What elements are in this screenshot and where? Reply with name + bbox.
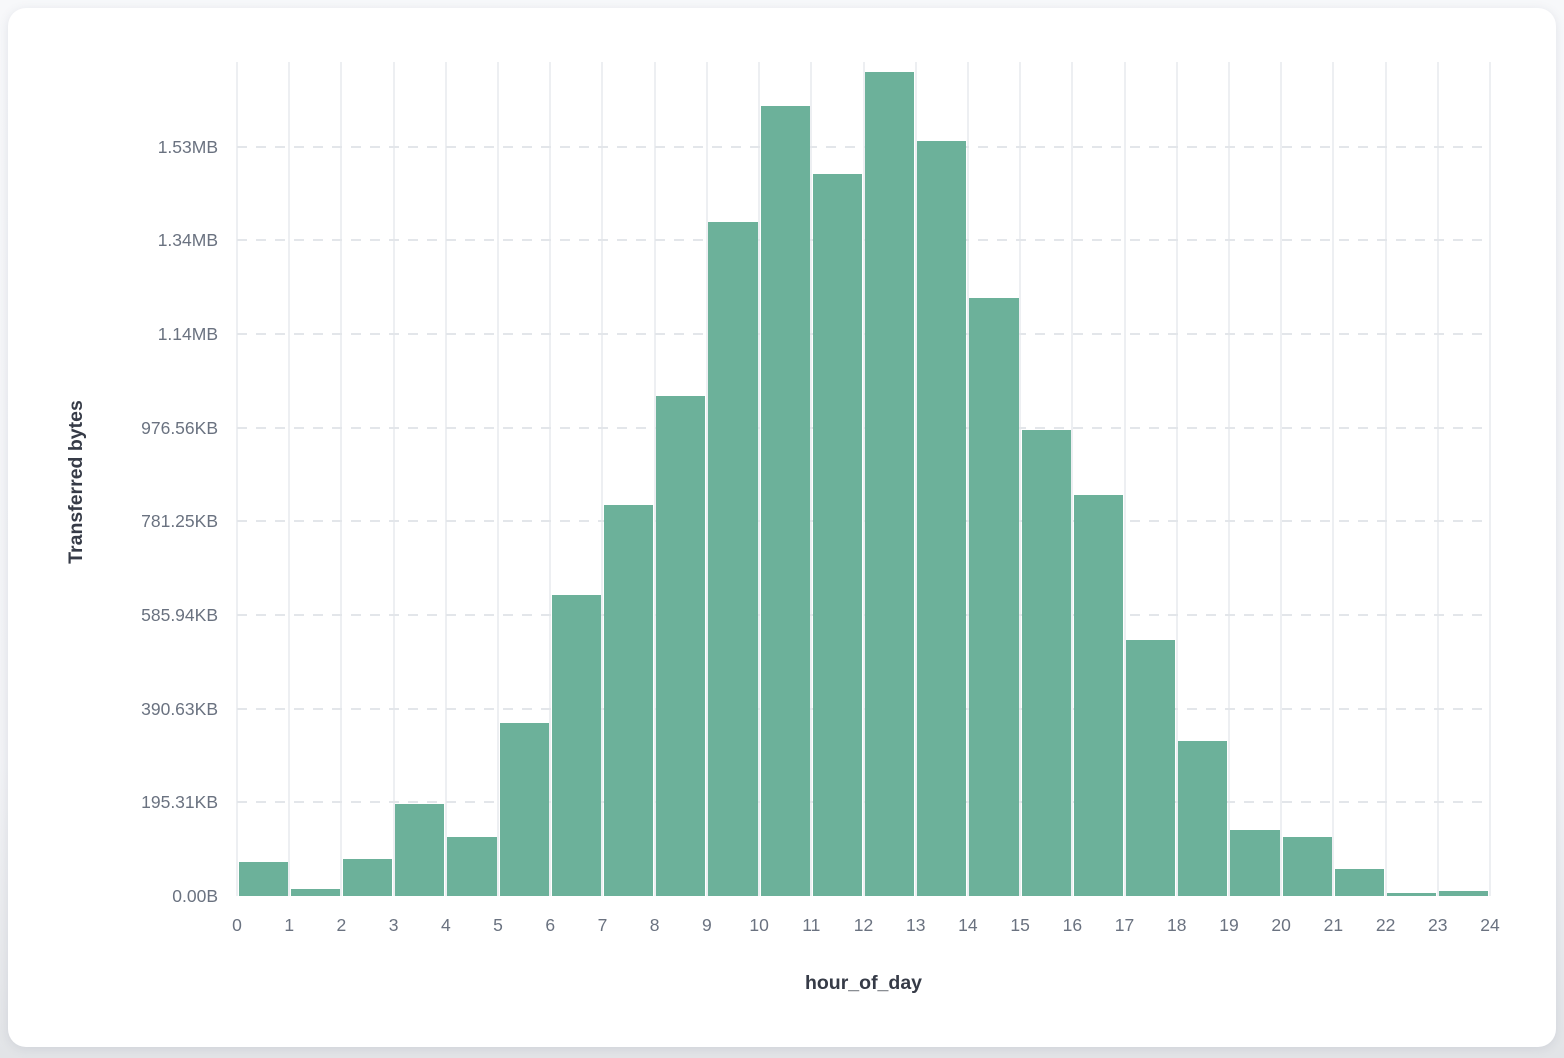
- v-gridline: [705, 62, 708, 896]
- y-tick-label: 0.00B: [172, 886, 218, 906]
- x-axis-title: hour_of_day: [804, 972, 923, 994]
- v-gridline: [497, 62, 500, 896]
- v-gridline: [1123, 62, 1126, 896]
- bar-hour-12: [865, 71, 915, 896]
- x-tick-label: 12: [853, 915, 874, 935]
- v-gridline: [1489, 62, 1491, 896]
- h-gridline: [237, 520, 1490, 523]
- bar-hour-11: [812, 174, 862, 896]
- v-gridline: [914, 62, 917, 896]
- y-axis-title: Transferred bytes: [65, 400, 87, 564]
- v-gridline: [549, 62, 552, 896]
- h-gridline: [237, 145, 1490, 148]
- x-tick-label: 22: [1375, 915, 1396, 935]
- y-tick-label: 976.56KB: [141, 417, 218, 438]
- v-gridline: [288, 62, 291, 896]
- h-gridline: [237, 333, 1490, 336]
- v-gridline: [966, 62, 969, 896]
- y-tick-label: 195.31KB: [141, 792, 218, 813]
- h-gridline: [237, 707, 1490, 710]
- bar-hour-4: [447, 837, 497, 896]
- bar-hour-19: [1230, 829, 1280, 896]
- x-tick-label: 3: [388, 915, 399, 935]
- h-gridline: [237, 614, 1490, 617]
- x-tick-label: 7: [597, 915, 608, 935]
- y-tick-label: 781.25KB: [141, 511, 218, 532]
- bar-hour-16: [1073, 495, 1124, 896]
- y-tick-label: 1.34MB: [157, 230, 218, 251]
- x-tick-label: 5: [493, 915, 503, 935]
- v-gridline: [1019, 62, 1022, 896]
- bar-hour-20: [1282, 836, 1332, 896]
- h-gridline: [237, 239, 1490, 242]
- x-tick-label: 11: [802, 915, 821, 935]
- x-tick-label: 20: [1271, 915, 1291, 935]
- bar-hour-3: [395, 803, 445, 896]
- x-tick-label: 14: [958, 915, 978, 935]
- bar-hour-5: [499, 723, 549, 896]
- bar-hour-1: [290, 888, 340, 896]
- v-gridline: [1384, 62, 1387, 896]
- bar-hour-2: [342, 859, 393, 896]
- bar-hour-8: [656, 396, 706, 896]
- v-gridline: [1071, 62, 1074, 896]
- x-tick-label: 21: [1323, 915, 1344, 935]
- x-tick-label: 23: [1428, 915, 1448, 935]
- y-tick-label: 585.94KB: [141, 605, 218, 626]
- v-gridline: [340, 62, 343, 896]
- v-gridline: [1280, 62, 1283, 896]
- x-tick-label: 9: [702, 915, 712, 935]
- bar-hour-0: [238, 862, 288, 896]
- x-tick-label: 18: [1167, 915, 1187, 935]
- v-gridline: [601, 62, 604, 896]
- plot-area: [236, 62, 1491, 896]
- x-tick-label: 15: [1010, 915, 1030, 935]
- v-gridline: [653, 62, 656, 896]
- x-tick-label: 1: [284, 915, 295, 935]
- v-gridline: [1436, 62, 1439, 896]
- x-tick-label: 24: [1480, 915, 1500, 935]
- bar-hour-21: [1334, 869, 1385, 896]
- bar-hour-22: [1387, 893, 1437, 896]
- v-gridline: [444, 62, 447, 896]
- x-tick-label: 13: [905, 915, 926, 935]
- bar-hour-15: [1021, 429, 1071, 896]
- v-gridline: [1175, 62, 1178, 896]
- bar-hour-10: [760, 105, 810, 896]
- v-gridline: [236, 62, 238, 896]
- y-tick-label: 390.63KB: [141, 698, 218, 719]
- x-tick-label: 19: [1219, 915, 1239, 935]
- x-tick-label: 10: [749, 915, 769, 935]
- bar-hour-14: [969, 298, 1019, 896]
- v-gridline: [1332, 62, 1335, 896]
- h-gridline: [237, 801, 1490, 804]
- y-tick-label: 1.53MB: [157, 136, 218, 157]
- v-gridline: [1227, 62, 1230, 896]
- bar-hour-7: [603, 504, 654, 896]
- chart-card: Transferred bytes hour_of_day 0.00B 195.3…: [8, 8, 1556, 1047]
- x-tick-label: 4: [440, 915, 451, 935]
- v-gridline: [810, 62, 813, 896]
- h-gridline: [237, 426, 1490, 429]
- bar-hour-17: [1126, 639, 1176, 896]
- x-tick-label: 6: [545, 915, 556, 935]
- v-gridline: [862, 62, 865, 896]
- x-tick-label: 2: [336, 915, 347, 935]
- bar-hour-23: [1439, 890, 1489, 896]
- x-tick-label: 0: [232, 915, 242, 935]
- bar-hour-9: [708, 221, 758, 896]
- x-tick-label: 8: [649, 915, 660, 935]
- bar-hour-13: [917, 141, 967, 896]
- bar-hour-6: [551, 594, 601, 896]
- y-tick-label: 1.14MB: [157, 324, 218, 345]
- x-tick-label: 17: [1114, 915, 1135, 935]
- v-gridline: [392, 62, 395, 896]
- v-gridline: [758, 62, 761, 896]
- x-tick-label: 16: [1062, 915, 1083, 935]
- bar-hour-18: [1178, 740, 1228, 896]
